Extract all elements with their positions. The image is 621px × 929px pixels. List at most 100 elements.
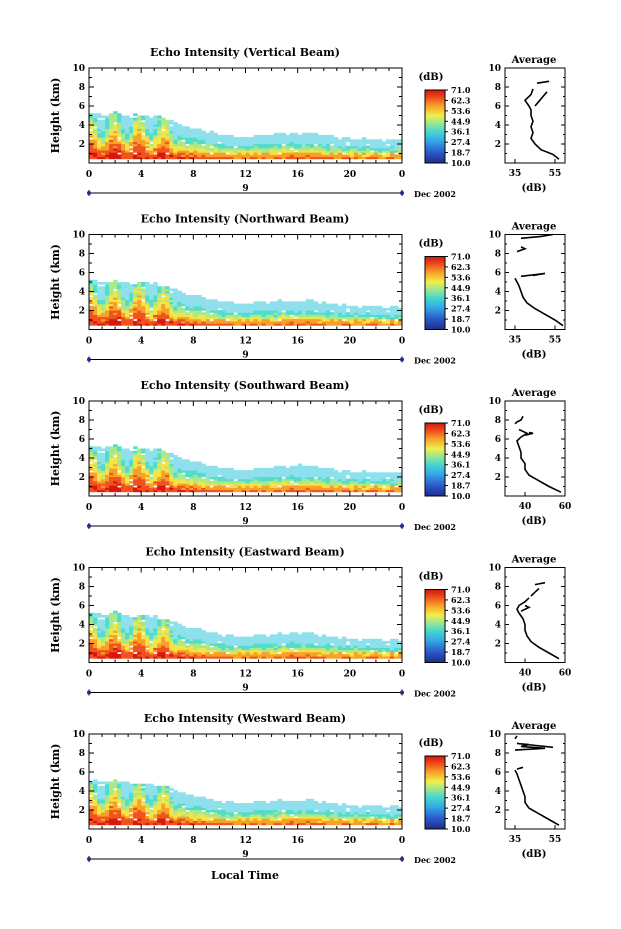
heat-cell [365,638,371,642]
heat-cell [273,489,279,493]
heat-cell [217,139,222,142]
heat-cell [141,284,146,287]
heat-cell [257,145,262,149]
heat-cell [197,147,202,151]
heat-cell [153,290,158,294]
heat-cell [89,472,94,475]
heat-cell [153,459,158,462]
heat-cell [125,307,130,311]
heat-cell [109,467,114,471]
heat-cell [105,137,110,140]
heat-cell [165,807,170,811]
heat-cell [289,474,295,478]
heat-cell [89,310,94,313]
heat-cell [301,152,307,155]
heat-cell [125,450,130,454]
heat-cell [213,307,218,311]
heat-cell [317,318,323,322]
heat-cell [365,656,371,659]
heat-cell [313,132,319,136]
heat-cell [201,656,206,659]
date-marker-dot [400,357,404,362]
heat-cell [313,137,319,140]
date-marker-dot [87,690,91,695]
heat-cell [301,467,307,471]
heat-cell [145,137,150,140]
heat-cell [109,643,114,646]
heat-cell [369,651,375,655]
heat-cell [205,312,210,315]
heat-cell [309,645,315,648]
heat-cell [317,467,323,471]
heat-cell [173,489,178,493]
heat-cell [349,147,355,151]
heat-cell [229,474,234,478]
heat-cell [189,156,194,160]
heat-cell [313,478,319,482]
heat-cell [233,310,238,313]
heat-cell [398,474,403,478]
heat-cell [329,312,335,315]
heat-cell [141,809,146,813]
heat-cell [153,463,158,467]
colorbar-tick-label: 62.3 [451,595,471,605]
heat-cell [157,455,162,458]
heat-cell [149,154,154,158]
heat-cell [329,638,335,642]
heat-cell [301,647,307,651]
heat-cell [113,150,118,153]
heat-cell [149,480,154,484]
heat-cell [97,282,102,285]
profile-xlabel: (dB) [522,683,547,694]
heat-cell [125,152,130,155]
heat-cell [249,640,254,644]
heat-cell [105,154,110,158]
heat-cell [121,790,126,793]
heat-cell [341,316,347,320]
heat-cell [325,649,331,653]
heat-cell [273,480,279,484]
heat-cell [317,312,323,315]
heat-cell [117,323,122,326]
heat-cell [193,145,198,149]
heat-cell [225,145,230,149]
heat-cell [101,314,106,318]
heat-cell [237,653,242,657]
heat-cell [269,638,275,642]
heat-cell [385,647,391,651]
heat-cell [213,470,218,473]
heat-cell [205,141,210,145]
heat-cell [145,126,150,129]
x-tick-label: 12 [239,170,252,180]
heat-cell [201,465,206,469]
heat-cell [257,476,262,480]
heat-cell [101,467,106,471]
x-tick-label: 0 [399,170,405,180]
heat-cell [149,320,154,324]
heat-cell [181,476,186,480]
heat-cell [137,628,142,631]
heat-cell [185,312,190,315]
heat-cell [101,640,106,644]
heat-cell [117,130,122,134]
heat-cell [213,320,218,324]
heat-cell [261,645,267,648]
heat-cell [129,130,134,134]
heat-cell [394,145,399,149]
heat-cell [365,640,371,644]
heat-cell [285,472,291,475]
heat-cell [109,305,114,309]
profile-line [536,80,550,84]
heat-cell [105,485,110,488]
heat-cell [394,476,399,480]
heat-cell [257,467,262,471]
heat-cell [113,145,118,149]
heat-cell [149,794,154,798]
heat-cell [197,318,202,322]
profile-line [530,587,540,597]
heat-cell [141,656,146,659]
heat-cell [189,314,194,318]
heat-cell [117,807,122,811]
heat-cell [357,141,363,145]
heat-cell [105,640,110,644]
